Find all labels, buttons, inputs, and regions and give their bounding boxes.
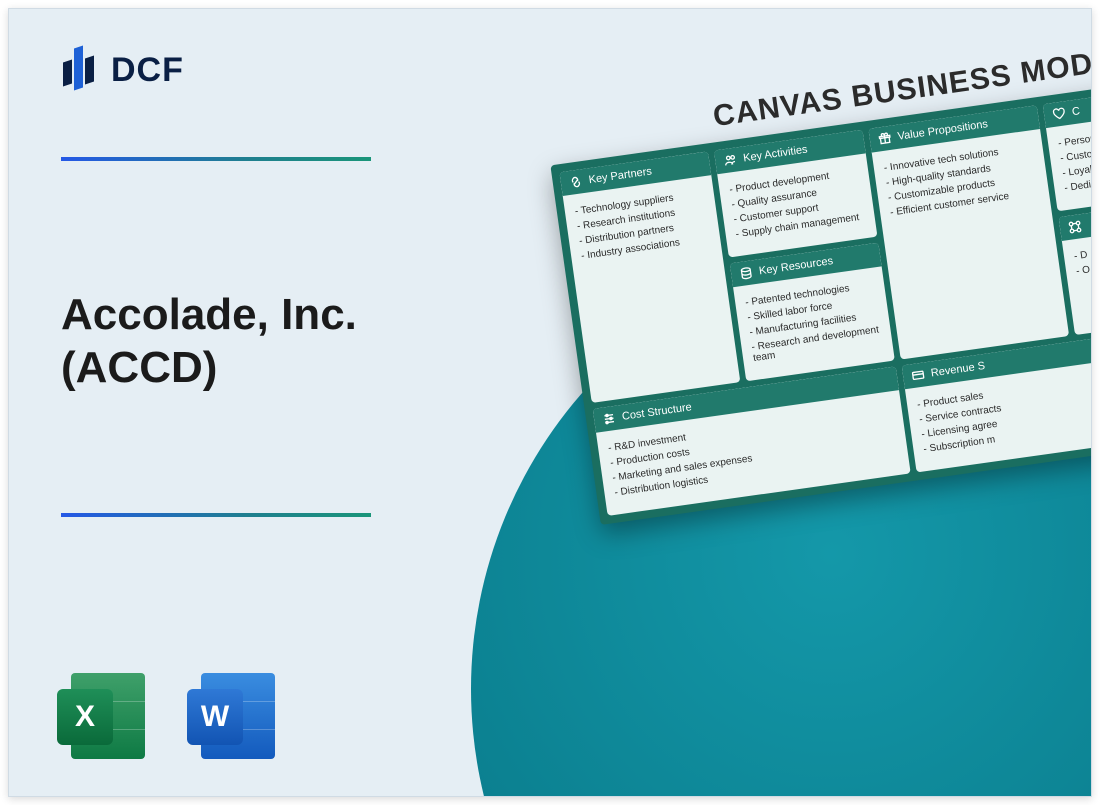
network-icon	[1067, 219, 1083, 235]
people-icon	[722, 152, 738, 168]
title-block: Accolade, Inc. (ACCD)	[61, 289, 357, 395]
link-icon	[568, 174, 584, 190]
cell-key-resources: Key Resources Patented technologiesSkill…	[730, 243, 895, 382]
key-resources-list: Patented technologiesSkilled labor force…	[733, 266, 895, 381]
sliders-icon	[601, 411, 617, 427]
product-card: DCF Accolade, Inc. (ACCD) X W CANVAS BUS…	[8, 8, 1092, 797]
divider-top	[61, 157, 371, 161]
title-line-1: Accolade, Inc.	[61, 289, 357, 342]
canvas-board: CANVAS BUSINESS MODEL Key Partners Techn…	[545, 18, 1092, 525]
list-item: Personalize	[1058, 121, 1092, 150]
card-icon	[910, 367, 926, 383]
gift-icon	[877, 131, 893, 147]
logo-bars-icon	[63, 45, 101, 95]
file-icons: X W	[57, 669, 283, 765]
divider-bottom	[61, 513, 371, 517]
cell-customer-relationships: C PersonalizeCustomerLoyalty pDedic	[1043, 83, 1092, 211]
database-icon	[738, 265, 754, 281]
cell-key-activities: Key Activities Product developmentQualit…	[714, 130, 878, 258]
dcf-logo: DCF	[63, 45, 184, 95]
title-line-2: (ACCD)	[61, 342, 357, 395]
excel-icon: X	[57, 669, 153, 765]
heart-icon	[1051, 106, 1067, 122]
word-icon: W	[187, 669, 283, 765]
cell-key-partners: Key Partners Technology suppliersResearc…	[559, 151, 740, 403]
logo-text: DCF	[111, 51, 184, 90]
cell-value-propositions: Value Propositions Innovative tech solut…	[868, 105, 1069, 359]
